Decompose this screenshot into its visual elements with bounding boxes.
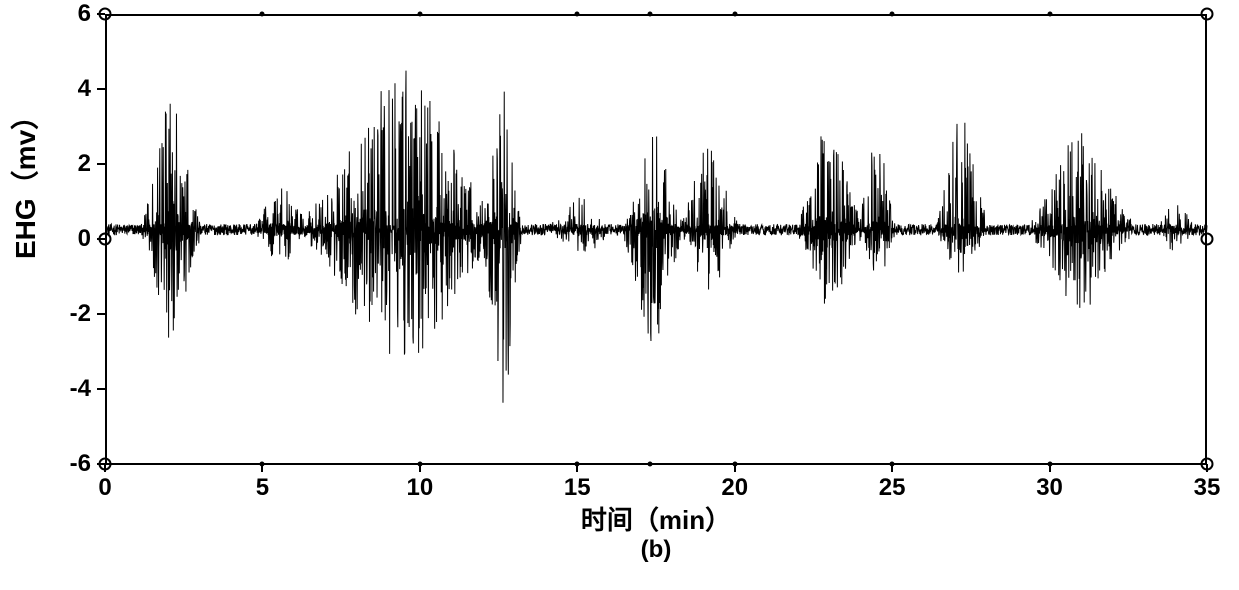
x-tick-label: 25 (879, 474, 906, 502)
plot-area (105, 14, 1207, 464)
y-tick-label: -2 (70, 300, 91, 328)
top-marker (417, 12, 422, 17)
y-tick-label: 6 (78, 0, 91, 28)
x-tick-label: 30 (1036, 474, 1063, 502)
bottom-marker (417, 462, 422, 467)
y-tick-label: 4 (78, 75, 91, 103)
x-tick-label: 35 (1194, 474, 1221, 502)
top-marker (890, 12, 895, 17)
edge-marker (99, 8, 112, 21)
bottom-marker (575, 462, 580, 467)
y-tick (97, 163, 105, 165)
y-tick-label: -6 (70, 450, 91, 478)
bottom-marker (1047, 462, 1052, 467)
ehg-signal (105, 14, 1207, 464)
bottom-marker (260, 462, 265, 467)
x-tick-label: 5 (256, 474, 269, 502)
y-tick-label: 2 (78, 150, 91, 178)
x-axis-line (105, 463, 1207, 465)
x-tick-label: 20 (721, 474, 748, 502)
y-tick (97, 88, 105, 90)
x-tick-label: 0 (98, 474, 111, 502)
y-tick-label: 0 (78, 225, 91, 253)
top-marker (260, 12, 265, 17)
top-marker (732, 12, 737, 17)
x-tick-label: 10 (406, 474, 433, 502)
figure: EHG（mv） 时间（min） (b) 05101520253035-6-4-2… (0, 0, 1239, 590)
y-tick (97, 388, 105, 390)
bottom-marker (890, 462, 895, 467)
edge-marker (1201, 8, 1214, 21)
bottom-marker (647, 462, 652, 467)
y-tick (97, 313, 105, 315)
edge-marker (1201, 233, 1214, 246)
x-tick-label: 15 (564, 474, 591, 502)
y-tick-label: -4 (70, 375, 91, 403)
bottom-marker (732, 462, 737, 467)
edge-marker (1201, 458, 1214, 471)
edge-marker (99, 458, 112, 471)
top-marker (575, 12, 580, 17)
x-axis-label: 时间（min） (581, 500, 731, 537)
top-marker (1047, 12, 1052, 17)
y-axis-label: EHG（mv） (4, 231, 44, 259)
sub-caption: (b) (641, 536, 672, 564)
edge-marker (99, 233, 112, 246)
top-marker (647, 12, 652, 17)
top-axis-line (105, 14, 1207, 16)
